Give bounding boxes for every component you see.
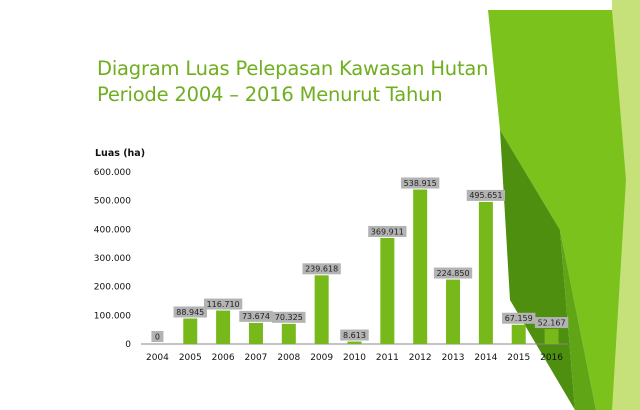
value-label-box [433, 267, 473, 279]
y-tick-label: 0 [125, 340, 131, 350]
y-axis-ticks: 0 100.000 200.000 300.000 400.000 500.000 600.… [94, 168, 131, 350]
value-label-box [466, 189, 506, 201]
decoration-mid-shape [560, 230, 596, 410]
x-tick-label: 2005 [179, 353, 202, 363]
value-label-box [534, 317, 569, 329]
y-tick-label: 500.000 [94, 197, 131, 207]
y-tick-label: 300.000 [94, 254, 131, 264]
bar [248, 322, 263, 344]
value-label: 73.674 [242, 312, 270, 321]
x-tick-label: 2009 [310, 353, 333, 363]
value-label: 116.710 [207, 300, 240, 309]
value-label-box [239, 310, 273, 322]
x-tick-label: 2008 [277, 353, 300, 363]
value-label-box [401, 177, 440, 189]
value-label-box [203, 298, 243, 310]
y-axis-title: Luas (ha) [95, 148, 145, 159]
value-label-box [173, 306, 207, 318]
value-label: 0 [155, 332, 160, 341]
x-tick-label: 2015 [507, 353, 530, 363]
value-label: 88.945 [176, 308, 204, 317]
x-tick-label: 2012 [409, 353, 432, 363]
x-tick-label: 2010 [343, 353, 366, 363]
bar [380, 237, 395, 344]
slide-title-line1: Diagram Luas Pelepasan Kawasan Hutan [97, 57, 489, 80]
bar [413, 189, 428, 344]
x-tick-label: 2011 [376, 353, 399, 363]
value-label: 495.651 [469, 191, 502, 200]
y-tick-label: 600.000 [94, 168, 131, 178]
x-tick-label: 2014 [474, 353, 497, 363]
value-label: 369.911 [371, 227, 404, 236]
value-label: 70.325 [275, 313, 303, 322]
bar [216, 310, 231, 344]
y-tick-label: 200.000 [94, 283, 131, 293]
value-label-box [272, 311, 306, 323]
bar [478, 201, 493, 344]
value-label: 52.167 [538, 318, 566, 327]
bar [314, 275, 329, 344]
value-label: 239.618 [305, 265, 338, 274]
x-tick-label: 2006 [212, 353, 235, 363]
x-tick-label: 2004 [146, 353, 169, 363]
x-tick-label: 2013 [442, 353, 465, 363]
value-label: 538.915 [404, 179, 437, 188]
y-tick-label: 100.000 [94, 311, 131, 321]
bar [281, 323, 296, 344]
x-tick-label: 2016 [540, 353, 563, 363]
value-label-box [302, 263, 341, 275]
value-label-box [340, 329, 369, 341]
slide-title: Diagram Luas Pelepasan Kawasan Hutan Per… [97, 56, 497, 108]
value-label-box [502, 312, 536, 324]
value-label: 224.850 [436, 269, 469, 278]
bar [511, 324, 526, 344]
bar [544, 329, 559, 344]
decoration-green-shape [488, 10, 626, 410]
bar [347, 341, 362, 344]
bar [183, 318, 198, 344]
value-label: 8.613 [343, 331, 366, 340]
x-tick-label: 2007 [245, 353, 268, 363]
value-label-box [151, 331, 164, 342]
value-label-box [368, 225, 407, 237]
y-tick-label: 400.000 [94, 225, 131, 235]
slide-title-line2: Periode 2004 – 2016 Menurut Tahun [97, 83, 443, 106]
value-label: 67.159 [505, 314, 533, 323]
bar [446, 279, 461, 344]
x-axis-ticks: 2004 2005 2006 2007 2008 2009 2010 2011 2012 2013… [146, 353, 563, 363]
